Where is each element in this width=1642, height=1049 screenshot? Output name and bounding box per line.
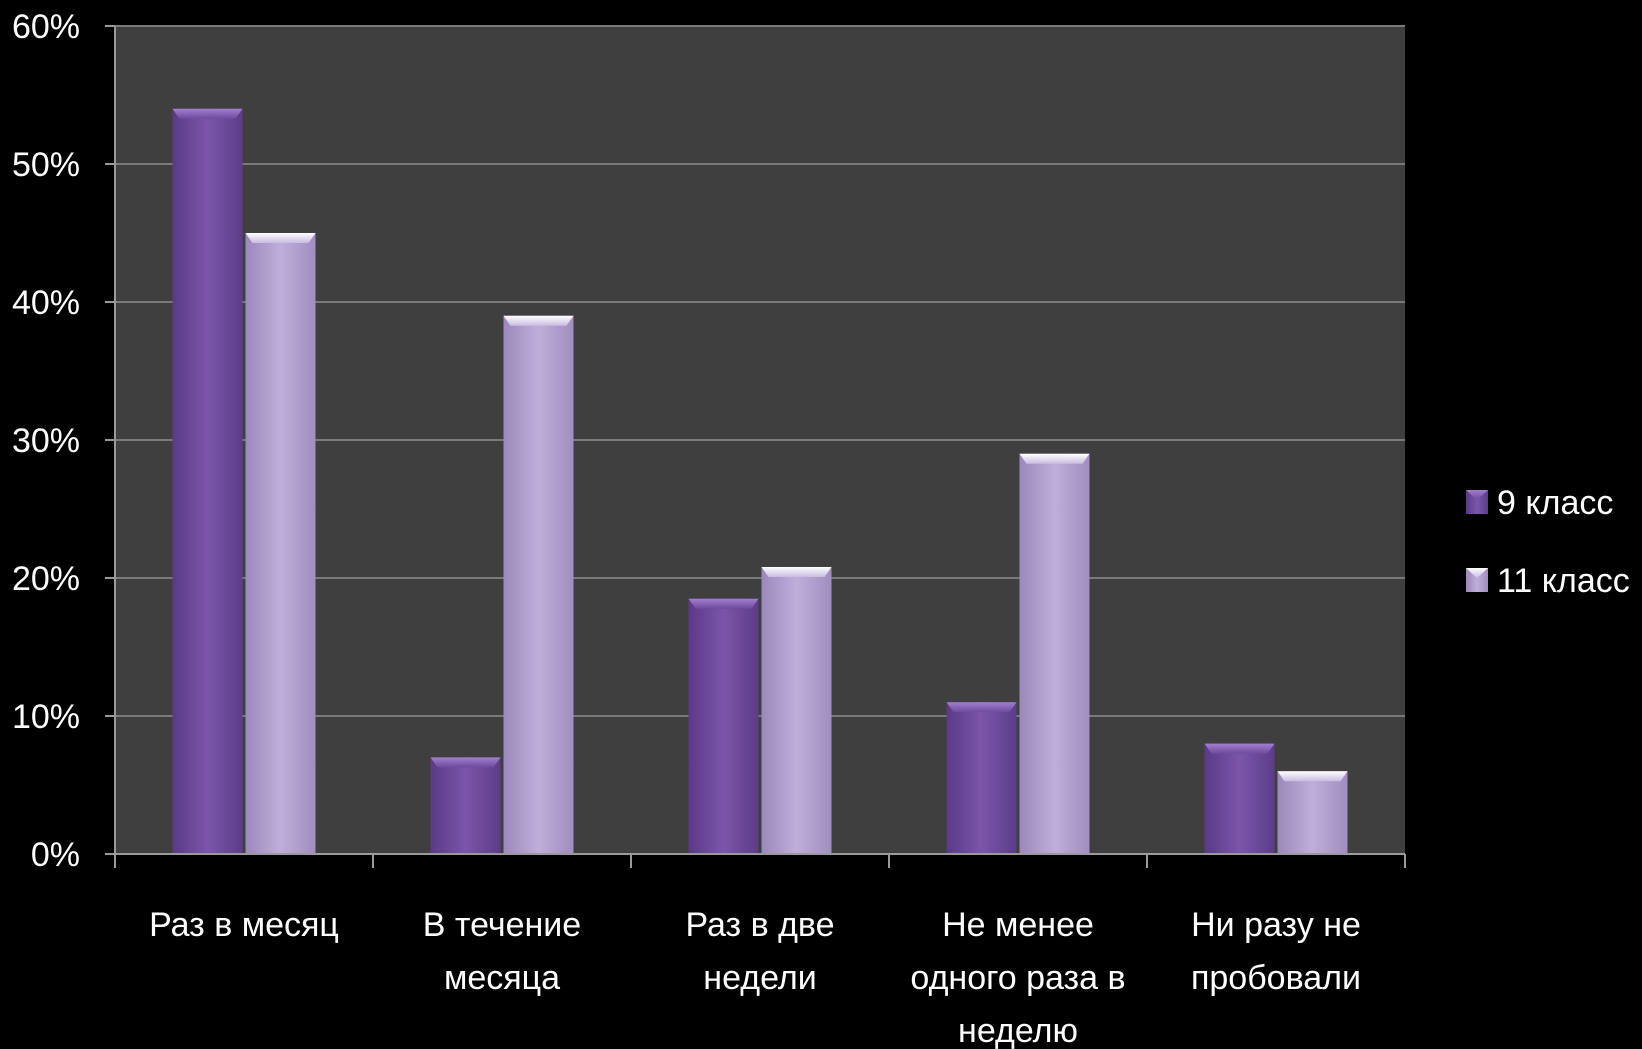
legend-swatch-bevel (1466, 568, 1488, 578)
bar-bevel (245, 233, 316, 243)
y-tick-label: 20% (12, 560, 80, 598)
y-tick-label: 60% (12, 8, 80, 46)
legend-label: 9 класс (1497, 484, 1613, 522)
bar-body (430, 757, 501, 854)
x-category-label: В течение (423, 906, 581, 944)
x-category-label: Ни разу не (1191, 906, 1361, 944)
y-tick-label: 50% (12, 146, 80, 184)
bar-grade11-4 (1277, 771, 1348, 854)
bar-grade11-0 (245, 233, 316, 854)
bar-body (1204, 743, 1275, 854)
legend-swatch (1466, 568, 1488, 592)
bar-bevel (688, 598, 759, 609)
bar-body (946, 702, 1017, 854)
bar-grade11-3 (1019, 453, 1090, 854)
bar-bevel (503, 315, 574, 326)
bar-body (503, 315, 574, 854)
bar-body (245, 233, 316, 854)
axes (105, 25, 1406, 868)
y-tick-label: 40% (12, 284, 80, 322)
bar-grade9-0 (172, 108, 243, 855)
bar-body (1277, 771, 1348, 854)
legend-item-grade11: 11 класс (1466, 562, 1630, 600)
bar-grade9-1 (430, 757, 501, 854)
bar-grade9-4 (1204, 743, 1275, 854)
x-category-label: Не менее (942, 906, 1094, 944)
bar-body (1019, 453, 1090, 854)
legend: 9 класс 11 класс (1466, 484, 1630, 600)
x-category-label: недели (703, 959, 816, 997)
bar-group (172, 108, 1348, 855)
bar-bevel (1277, 771, 1348, 782)
y-tick-label: 30% (12, 422, 80, 460)
y-tick-label: 0% (31, 836, 80, 874)
bar-bevel (946, 702, 1017, 713)
bar-bevel (1019, 453, 1090, 464)
legend-item-grade9: 9 класс (1466, 484, 1613, 522)
bar-body (688, 598, 759, 854)
x-category-label: одного раза в (910, 959, 1125, 997)
legend-label: 11 класс (1497, 562, 1630, 600)
gridlines (115, 25, 1405, 717)
legend-swatch (1466, 490, 1488, 514)
bar-grade9-2 (688, 598, 759, 854)
x-category-label: неделю (958, 1012, 1078, 1049)
bar-grade9-3 (946, 702, 1017, 854)
bar-grade11-1 (503, 315, 574, 854)
x-category-label: Раз в две (685, 906, 834, 944)
x-category-label: Раз в месяц (149, 906, 339, 944)
x-category-label: месяца (444, 959, 560, 997)
x-axis-category-labels: Раз в месяц В течение месяца Раз в две недел… (149, 906, 1361, 1049)
bar-bevel (761, 566, 832, 577)
bar-bevel (430, 757, 501, 768)
bar-bevel (1204, 743, 1275, 754)
legend-swatch-bevel (1466, 490, 1488, 500)
y-axis-tick-labels: 0% 10% 20% 30% 40% 50% 60% (12, 8, 80, 874)
bar-body (172, 108, 243, 855)
bar-body (761, 566, 832, 854)
y-tick-label: 10% (12, 698, 80, 736)
bar-bevel (172, 108, 243, 119)
bar-grade11-2 (761, 566, 832, 854)
x-category-label: пробовали (1191, 959, 1361, 997)
